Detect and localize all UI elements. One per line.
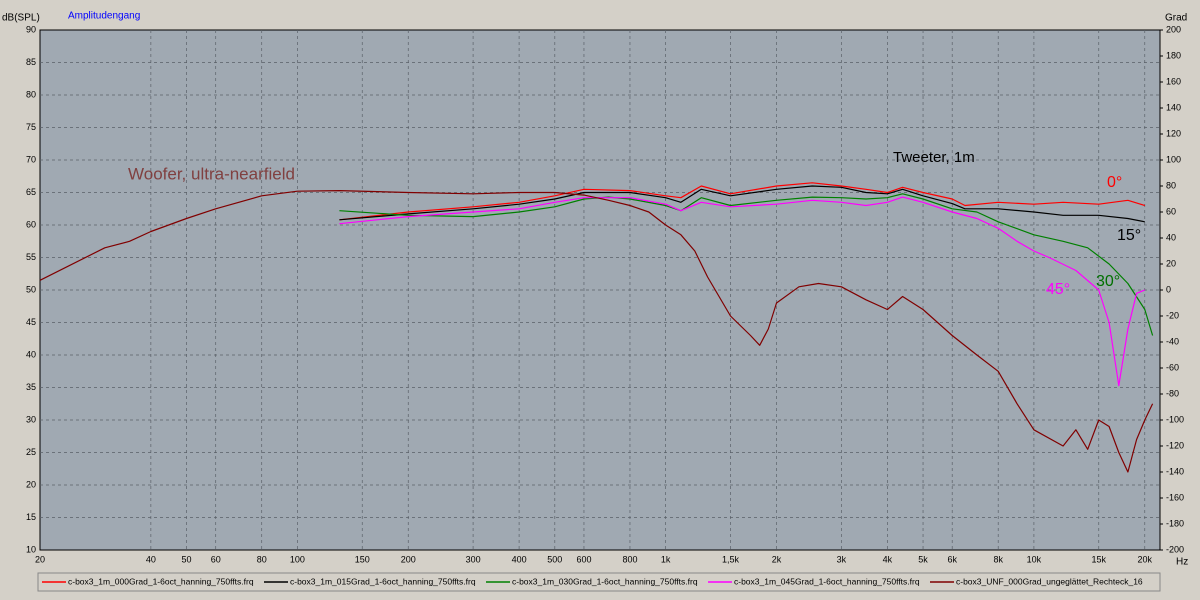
x-tick-label: 800 <box>622 554 637 564</box>
y-tick-label: 15 <box>26 512 36 522</box>
legend-label: c-box3_1m_030Grad_1-6oct_hanning_750ffts… <box>512 576 698 586</box>
series-line <box>39 190 1154 473</box>
y-tick-label: 65 <box>26 187 36 197</box>
x-tick-label: 1k <box>661 554 671 564</box>
x-tick-label: 20k <box>1137 554 1152 564</box>
x-axis-label: Hz <box>1176 557 1188 568</box>
y2-tick-label: -120 <box>1166 440 1184 450</box>
series-line <box>339 185 1145 223</box>
x-tick-label: 60 <box>211 554 221 564</box>
y-tick-label: 45 <box>26 317 36 327</box>
legend-label: c-box3_1m_015Grad_1-6oct_hanning_750ffts… <box>290 576 476 586</box>
y2-axis-label: Grad <box>1165 13 1187 24</box>
y2-tick-label: 20 <box>1166 258 1176 268</box>
legend-label: c-box3_1m_000Grad_1-6oct_hanning_750ffts… <box>68 576 254 586</box>
y2-tick-label: -40 <box>1166 336 1179 346</box>
y-tick-label: 20 <box>26 479 36 489</box>
y-axis-label: dB(SPL) <box>2 13 40 24</box>
y-tick-label: 70 <box>26 154 36 164</box>
x-tick-label: 80 <box>257 554 267 564</box>
x-tick-label: 400 <box>512 554 527 564</box>
y2-tick-label: -20 <box>1166 310 1179 320</box>
x-tick-label: 3k <box>837 554 847 564</box>
x-tick-label: 300 <box>466 554 481 564</box>
legend-box <box>37 572 1161 592</box>
y-tick-label: 90 <box>26 24 36 34</box>
x-tick-label: 500 <box>547 554 562 564</box>
x-tick-label: 10k <box>1027 554 1042 564</box>
y-tick-label: 10 <box>26 544 36 554</box>
annotation: 45° <box>1046 281 1070 298</box>
y-tick-label: 25 <box>26 447 36 457</box>
x-tick-label: 6k <box>947 554 957 564</box>
y2-tick-label: -160 <box>1166 492 1184 502</box>
annotation: Woofer, ultra-nearfield <box>128 164 295 183</box>
y2-tick-label: 200 <box>1166 24 1181 34</box>
annotation: 0° <box>1107 174 1122 191</box>
y-tick-label: 55 <box>26 252 36 262</box>
x-tick-label: 600 <box>576 554 591 564</box>
y2-tick-label: -180 <box>1166 518 1184 528</box>
chart-title: Amplitudengang <box>68 11 140 22</box>
x-tick-label: 8k <box>993 554 1003 564</box>
y2-tick-label: -80 <box>1166 388 1179 398</box>
y-tick-label: 75 <box>26 122 36 132</box>
x-tick-label: 100 <box>290 554 305 564</box>
y2-tick-label: 140 <box>1166 102 1181 112</box>
y2-tick-label: 180 <box>1166 50 1181 60</box>
y2-tick-label: -100 <box>1166 414 1184 424</box>
annotation: 15° <box>1117 227 1141 244</box>
x-tick-label: 40 <box>146 554 156 564</box>
y2-tick-label: 160 <box>1166 76 1181 86</box>
y2-tick-label: -140 <box>1166 466 1184 476</box>
annotation: 30° <box>1096 273 1120 290</box>
series-line <box>339 193 1154 336</box>
y2-tick-label: 60 <box>1166 206 1176 216</box>
series-line <box>339 196 1146 387</box>
y-tick-label: 50 <box>26 284 36 294</box>
x-tick-label: 5k <box>918 554 928 564</box>
y2-tick-label: -200 <box>1166 544 1184 554</box>
y-tick-label: 35 <box>26 382 36 392</box>
x-tick-label: 15k <box>1091 554 1106 564</box>
x-tick-label: 4k <box>883 554 893 564</box>
series-line <box>339 182 1145 221</box>
y-tick-label: 30 <box>26 414 36 424</box>
y-tick-label: 40 <box>26 349 36 359</box>
y2-tick-label: 100 <box>1166 154 1181 164</box>
y-tick-label: 85 <box>26 57 36 67</box>
y2-tick-label: -60 <box>1166 362 1179 372</box>
x-tick-label: 150 <box>355 554 370 564</box>
x-tick-label: 50 <box>182 554 192 564</box>
y2-tick-label: 0 <box>1166 284 1171 294</box>
x-tick-label: 20 <box>35 554 45 564</box>
x-tick-label: 1,5k <box>722 554 740 564</box>
y-tick-label: 60 <box>26 219 36 229</box>
y2-tick-label: 40 <box>1166 232 1176 242</box>
x-tick-label: 200 <box>401 554 416 564</box>
legend-label: c-box3_UNF_000Grad_ungeglättet_Rechteck_… <box>956 576 1143 586</box>
x-tick-label: 2k <box>772 554 782 564</box>
y2-tick-label: 80 <box>1166 180 1176 190</box>
y-tick-label: 80 <box>26 89 36 99</box>
legend-label: c-box3_1m_045Grad_1-6oct_hanning_750ffts… <box>734 576 920 586</box>
annotation: Tweeter, 1m <box>893 149 975 166</box>
y2-tick-label: 120 <box>1166 128 1181 138</box>
